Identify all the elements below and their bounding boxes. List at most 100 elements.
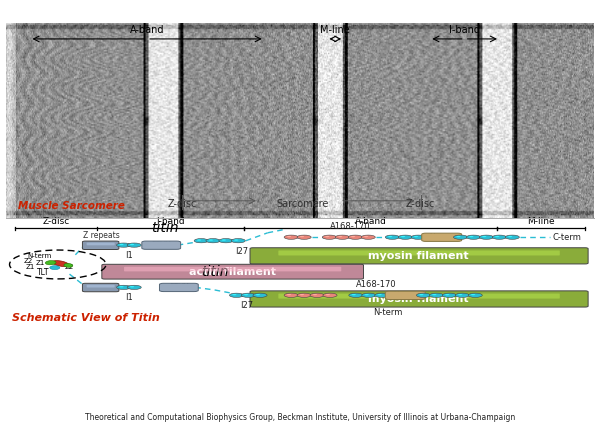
FancyBboxPatch shape xyxy=(422,233,462,241)
Circle shape xyxy=(430,293,443,297)
Circle shape xyxy=(479,235,493,239)
Circle shape xyxy=(119,286,124,287)
FancyBboxPatch shape xyxy=(278,293,560,298)
FancyBboxPatch shape xyxy=(142,241,181,249)
Circle shape xyxy=(482,236,487,237)
FancyBboxPatch shape xyxy=(102,264,364,279)
Circle shape xyxy=(492,235,506,239)
Circle shape xyxy=(349,293,363,297)
Circle shape xyxy=(326,294,330,295)
Circle shape xyxy=(445,294,449,295)
Text: PEVK: PEVK xyxy=(169,283,188,292)
Circle shape xyxy=(466,235,481,239)
Text: myosin filament: myosin filament xyxy=(368,294,469,304)
Text: A-band: A-band xyxy=(130,25,164,35)
FancyBboxPatch shape xyxy=(86,285,115,287)
Ellipse shape xyxy=(50,266,60,270)
Circle shape xyxy=(335,235,349,239)
Text: I1: I1 xyxy=(125,293,133,302)
Circle shape xyxy=(508,236,512,237)
Circle shape xyxy=(454,235,467,239)
Circle shape xyxy=(469,236,473,237)
Circle shape xyxy=(232,294,236,295)
Circle shape xyxy=(374,293,389,297)
Circle shape xyxy=(229,293,244,297)
Text: Z-disc: Z-disc xyxy=(43,217,70,226)
Circle shape xyxy=(442,293,457,297)
Circle shape xyxy=(234,240,238,241)
FancyBboxPatch shape xyxy=(124,267,341,271)
Text: M-line: M-line xyxy=(527,217,555,226)
Circle shape xyxy=(221,240,226,241)
Circle shape xyxy=(287,236,291,237)
Circle shape xyxy=(411,235,425,239)
Text: Z repeats: Z repeats xyxy=(83,231,119,240)
Text: N-term: N-term xyxy=(27,253,52,259)
Circle shape xyxy=(471,294,475,295)
Circle shape xyxy=(365,294,369,295)
Text: Muscle Sarcomere: Muscle Sarcomere xyxy=(18,201,125,211)
Circle shape xyxy=(414,236,418,237)
Circle shape xyxy=(127,243,141,247)
Circle shape xyxy=(287,294,291,295)
Circle shape xyxy=(505,235,520,239)
Text: kinase: kinase xyxy=(393,291,418,300)
Text: myosin filament: myosin filament xyxy=(368,251,469,261)
FancyBboxPatch shape xyxy=(86,243,115,245)
Circle shape xyxy=(377,294,382,295)
Text: kinase: kinase xyxy=(429,233,454,242)
Circle shape xyxy=(361,235,375,239)
Circle shape xyxy=(385,235,400,239)
Text: Z1: Z1 xyxy=(25,264,35,270)
Circle shape xyxy=(256,294,260,295)
FancyBboxPatch shape xyxy=(160,283,198,292)
FancyBboxPatch shape xyxy=(250,248,588,264)
Ellipse shape xyxy=(64,263,73,267)
Circle shape xyxy=(468,293,482,297)
Circle shape xyxy=(253,293,267,297)
Circle shape xyxy=(362,293,376,297)
Circle shape xyxy=(284,293,298,297)
Circle shape xyxy=(388,236,392,237)
Circle shape xyxy=(351,236,355,237)
Text: C-term: C-term xyxy=(553,233,582,242)
Text: I-band: I-band xyxy=(449,25,480,35)
Circle shape xyxy=(416,293,431,297)
Circle shape xyxy=(300,236,304,237)
Circle shape xyxy=(364,236,368,237)
Text: A-band: A-band xyxy=(355,217,386,226)
Circle shape xyxy=(338,236,343,237)
Circle shape xyxy=(231,239,245,243)
Text: I27: I27 xyxy=(235,247,248,256)
Circle shape xyxy=(209,240,213,241)
Text: Z-disc: Z-disc xyxy=(168,198,197,209)
FancyBboxPatch shape xyxy=(385,291,425,299)
Circle shape xyxy=(432,294,436,295)
Text: Schematic View of Titin: Schematic View of Titin xyxy=(12,313,160,323)
Text: PEVK: PEVK xyxy=(151,240,171,250)
Circle shape xyxy=(244,294,248,295)
Text: M-line: M-line xyxy=(320,25,350,35)
Text: A168-170: A168-170 xyxy=(356,279,397,289)
Circle shape xyxy=(116,285,131,290)
Text: Z1: Z1 xyxy=(35,260,45,266)
Circle shape xyxy=(197,240,201,241)
FancyBboxPatch shape xyxy=(82,241,119,249)
Text: actin filament: actin filament xyxy=(189,267,276,276)
Text: I27: I27 xyxy=(241,301,254,310)
Circle shape xyxy=(419,294,424,295)
Circle shape xyxy=(300,294,304,295)
Circle shape xyxy=(323,293,337,297)
Text: Z2: Z2 xyxy=(65,264,74,270)
Circle shape xyxy=(206,239,220,243)
Circle shape xyxy=(325,236,329,237)
Ellipse shape xyxy=(52,261,69,267)
Text: TLT: TLT xyxy=(37,268,49,277)
Circle shape xyxy=(119,244,124,245)
Text: I-band: I-band xyxy=(157,217,185,226)
Text: Sarcomere: Sarcomere xyxy=(277,198,329,209)
Circle shape xyxy=(130,244,134,245)
Circle shape xyxy=(352,294,356,295)
Text: titin: titin xyxy=(201,265,229,279)
Circle shape xyxy=(458,294,462,295)
